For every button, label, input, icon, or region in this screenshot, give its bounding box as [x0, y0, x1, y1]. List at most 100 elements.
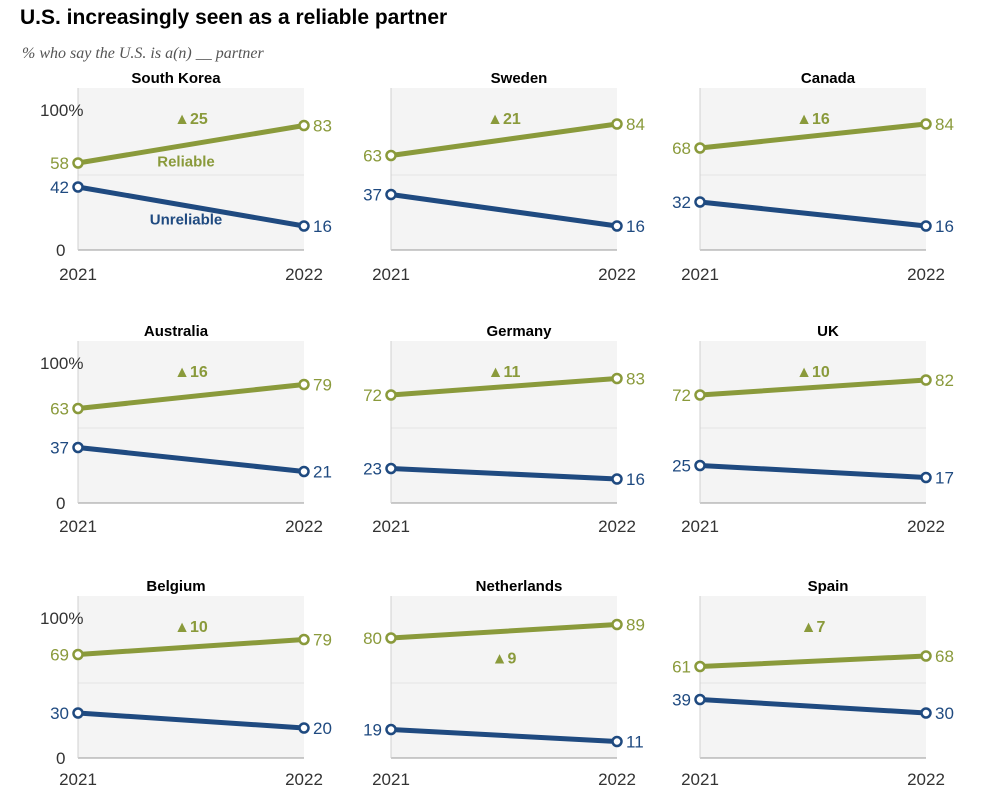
y-tick-label: 0 — [56, 494, 65, 513]
data-label: 16 — [626, 217, 645, 236]
reliable-point — [920, 650, 932, 662]
panel-netherlands: Netherlands 2021 2022 ▲9 80 89 19 11 — [363, 578, 645, 789]
data-label: 79 — [313, 631, 332, 650]
y-tick-label: 100% — [40, 101, 83, 120]
reliable-point — [385, 149, 397, 162]
panel-title: Belgium — [146, 578, 205, 595]
series-label: Reliable — [157, 153, 215, 170]
reliable-series-line — [697, 121, 929, 151]
change-label: ▲11 — [488, 364, 521, 381]
panel-uk: UK 2021 2022 ▲10 72 82 25 17 — [672, 323, 954, 536]
x-tick-label: 2021 — [59, 517, 97, 536]
x-tick-label: 2021 — [59, 265, 97, 284]
unreliable-point — [920, 707, 932, 719]
unreliable-series-line — [75, 184, 307, 229]
unreliable-point — [611, 473, 623, 485]
data-label: 84 — [626, 115, 645, 134]
panel-title: UK — [817, 323, 839, 340]
panel-germany: Germany 2021 2022 ▲11 72 83 23 16 — [363, 323, 645, 536]
x-tick-label: 2021 — [681, 770, 719, 789]
series-label: Unreliable — [150, 212, 223, 229]
y-tick-label: 0 — [56, 241, 65, 260]
x-tick-label: 2021 — [372, 770, 410, 789]
reliable-point — [298, 633, 310, 646]
x-tick-label: 2021 — [372, 517, 410, 536]
data-label: 37 — [50, 439, 69, 458]
x-tick-label: 2021 — [681, 517, 719, 536]
change-label: ▲16 — [174, 364, 208, 381]
chart-title: U.S. increasingly seen as a reliable par… — [20, 6, 448, 29]
reliable-point — [72, 402, 84, 415]
x-tick-label: 2022 — [907, 265, 945, 284]
unreliable-point — [298, 465, 310, 478]
reliable-point — [611, 372, 623, 385]
data-label: 83 — [313, 117, 332, 136]
panel-background — [78, 341, 304, 503]
data-label: 30 — [50, 704, 69, 723]
reliable-series-line — [697, 653, 929, 669]
data-label: 79 — [313, 376, 332, 395]
unreliable-point — [298, 220, 310, 232]
reliable-point — [385, 389, 397, 401]
data-label: 16 — [313, 217, 332, 236]
reliable-series-line — [75, 123, 307, 166]
reliable-point — [385, 632, 397, 644]
data-label: 37 — [363, 186, 382, 205]
reliable-point — [920, 118, 932, 130]
data-label: 39 — [672, 691, 691, 710]
x-tick-label: 2021 — [59, 770, 97, 789]
chart-subtitle: % who say the U.S. is a(n) __ partner — [22, 45, 264, 62]
reliable-series-line — [75, 382, 307, 411]
change-label: ▲16 — [796, 111, 830, 128]
data-label: 69 — [50, 646, 69, 665]
panel-title: Australia — [144, 323, 209, 340]
data-label: 19 — [363, 721, 382, 740]
unreliable-series-line — [388, 192, 620, 229]
panel-title: Canada — [801, 70, 856, 87]
panel-title: Netherlands — [476, 578, 563, 595]
data-label: 72 — [363, 386, 382, 405]
change-label: ▲21 — [487, 111, 521, 128]
panel-australia: Australia 100% 0 2021 2022 ▲16 63 79 37 21 — [40, 323, 332, 536]
unreliable-point — [694, 196, 706, 208]
unreliable-point — [920, 220, 932, 232]
x-tick-label: 2021 — [681, 265, 719, 284]
reliable-point — [298, 119, 310, 132]
unreliable-point — [385, 462, 397, 475]
unreliable-series-line — [75, 710, 307, 731]
panel-title: Germany — [486, 323, 552, 340]
panel-background — [78, 596, 304, 758]
reliable-point — [298, 378, 310, 391]
data-label: 32 — [672, 193, 691, 212]
data-label: 84 — [935, 115, 954, 134]
unreliable-point — [72, 707, 84, 719]
unreliable-point — [694, 459, 706, 472]
x-tick-label: 2022 — [598, 517, 636, 536]
y-tick-label: 100% — [40, 609, 83, 628]
change-label: ▲10 — [796, 364, 830, 381]
x-tick-label: 2022 — [285, 770, 323, 789]
panel-canada: Canada 2021 2022 ▲16 68 84 32 16 — [672, 70, 954, 284]
x-tick-label: 2021 — [372, 265, 410, 284]
x-tick-label: 2022 — [907, 517, 945, 536]
unreliable-point — [72, 441, 84, 454]
panel-south-korea: South Korea 100% 0 2021 2022 ▲25 58 83 Reliable 4… — [40, 70, 332, 284]
unreliable-series-line — [697, 199, 929, 229]
panel-background — [700, 596, 926, 758]
data-label: 80 — [363, 629, 382, 648]
panel-title: Spain — [808, 578, 849, 595]
unreliable-point — [611, 220, 623, 232]
panel-title: Sweden — [491, 70, 548, 87]
unreliable-point — [298, 722, 310, 734]
unreliable-series-line — [697, 463, 929, 480]
unreliable-series-line — [697, 697, 929, 716]
reliable-series-line — [388, 622, 620, 641]
reliable-point — [72, 157, 84, 169]
unreliable-point — [694, 693, 706, 706]
data-label: 68 — [672, 139, 691, 158]
data-label: 17 — [935, 469, 954, 488]
change-label: ▲10 — [174, 619, 208, 636]
y-tick-label: 100% — [40, 354, 83, 373]
data-label: 25 — [672, 457, 691, 476]
